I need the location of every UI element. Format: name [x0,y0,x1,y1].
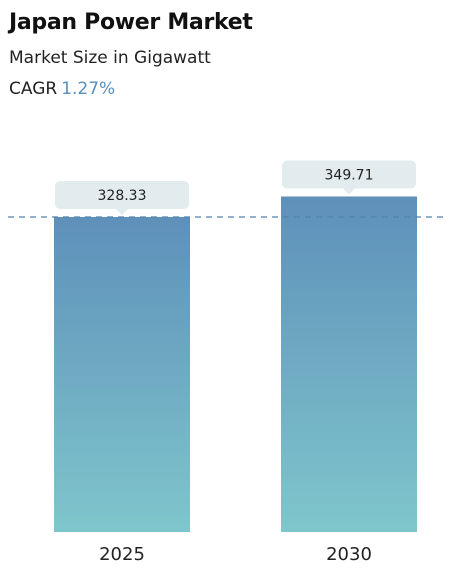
labels-layer: 328.33 2025 349.71 2030 [55,160,416,565]
callout-pointer [343,188,355,195]
callout-box [282,160,416,189]
chart-subtitle: Market Size in Gigawatt [9,48,211,68]
cagr-label: CAGR [9,79,58,99]
callout-box [55,181,189,209]
cagr-line: CAGR 1.27% [9,79,115,99]
value-callout-2025: 328.33 [55,181,189,215]
value-callout-2030: 349.71 [282,160,416,195]
bar-2030 [281,196,417,532]
bar-2025 [54,217,190,532]
cagr-value: 1.27% [61,79,116,99]
data-label: 328.33 [98,188,147,204]
bars-layer [54,196,417,532]
x-tick-label: 2025 [99,544,145,565]
callout-pointer [116,209,128,215]
data-label: 349.71 [325,167,374,183]
chart-title: Japan Power Market [9,10,253,35]
x-tick-label: 2030 [326,544,372,565]
